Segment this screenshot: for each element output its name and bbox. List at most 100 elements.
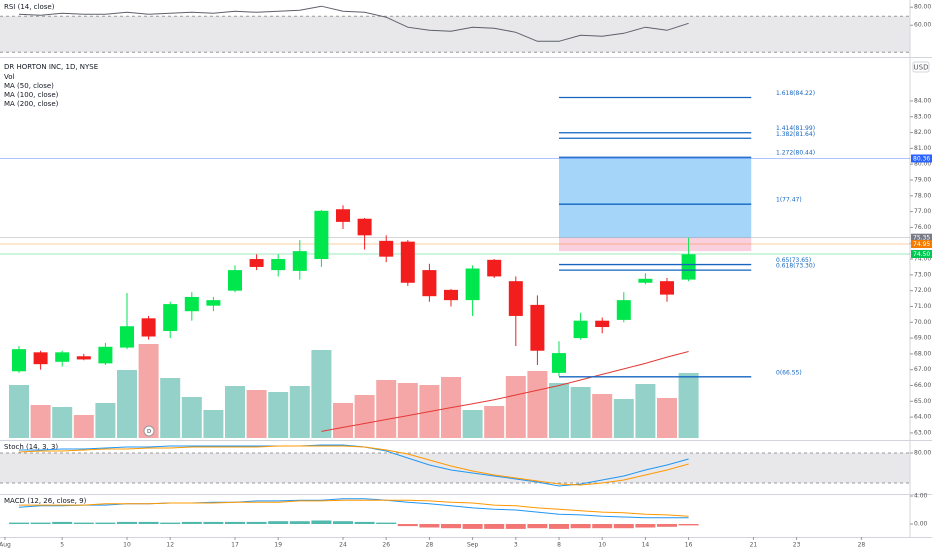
histogram-bar bbox=[117, 521, 138, 525]
volume-bar bbox=[160, 378, 181, 438]
price-tag bbox=[911, 249, 932, 258]
y-tick-label: 66.00 bbox=[914, 382, 931, 389]
legend-entry: Vol bbox=[4, 73, 15, 81]
histogram-bar bbox=[246, 521, 267, 525]
candle-body bbox=[400, 241, 415, 283]
x-tick-label: 14 bbox=[642, 542, 650, 549]
candle-body bbox=[163, 304, 178, 331]
band bbox=[0, 16, 910, 53]
histogram-bar bbox=[181, 521, 202, 525]
fib-label: 0.65(73.65) bbox=[776, 257, 811, 264]
histogram-bar bbox=[613, 524, 634, 529]
y-tick-label: 79.00 bbox=[914, 176, 931, 183]
histogram-bar bbox=[354, 521, 375, 525]
histogram-bar bbox=[203, 521, 224, 525]
indicator-line bbox=[19, 499, 689, 517]
y-tick-label: 80.00 bbox=[914, 4, 931, 11]
histogram-bar bbox=[635, 524, 656, 528]
candle-body bbox=[120, 326, 135, 348]
fib-label: 1.618(84.22) bbox=[776, 90, 815, 97]
histogram-bar bbox=[441, 524, 462, 529]
histogram-bar bbox=[160, 522, 181, 525]
price-tag-label: 74.50 bbox=[913, 251, 930, 258]
volume-bar bbox=[52, 407, 73, 438]
legend-entry: MA (50, close) bbox=[4, 82, 54, 90]
target-zone bbox=[559, 157, 752, 238]
candle-body bbox=[552, 353, 567, 373]
histogram-bar bbox=[397, 524, 418, 527]
volume-bar bbox=[462, 410, 483, 438]
pane-title: RSI (14, close) bbox=[4, 3, 55, 11]
y-tick-label: 67.00 bbox=[914, 366, 931, 373]
candle-body bbox=[573, 320, 588, 339]
pane-title: Stoch (14, 3, 3) bbox=[4, 443, 58, 451]
histogram-bar bbox=[289, 521, 310, 525]
candle-body bbox=[33, 352, 48, 365]
x-tick-label: 28 bbox=[426, 542, 434, 549]
histogram-bar bbox=[268, 521, 289, 525]
fib-label: 1.414(81.99) bbox=[776, 125, 815, 132]
moving-average bbox=[321, 351, 689, 432]
volume-bar bbox=[203, 410, 224, 438]
volume-bar bbox=[225, 386, 246, 438]
y-tick-label: 69.00 bbox=[914, 335, 931, 342]
volume-bar bbox=[657, 398, 678, 438]
x-tick-label: 26 bbox=[382, 542, 390, 549]
candle-body bbox=[249, 259, 264, 267]
x-tick-label: 16 bbox=[685, 542, 693, 549]
x-tick-label: 3 bbox=[514, 542, 518, 549]
volume-bar bbox=[95, 403, 116, 438]
x-tick-label: 8 bbox=[557, 542, 561, 549]
y-tick-label: 70.00 bbox=[914, 319, 931, 326]
y-tick-label: 84.00 bbox=[914, 97, 931, 104]
stop-zone bbox=[559, 237, 752, 252]
candle-body bbox=[465, 268, 480, 301]
candle-body bbox=[444, 289, 459, 301]
y-tick-label: 60.00 bbox=[914, 22, 931, 29]
currency-box[interactable] bbox=[912, 61, 930, 73]
y-tick-label: 0.00 bbox=[914, 521, 928, 528]
dividend-icon[interactable] bbox=[143, 425, 155, 437]
y-tick-label: 82.00 bbox=[914, 129, 931, 136]
histogram-bar bbox=[9, 522, 30, 525]
volume-bar bbox=[311, 350, 332, 438]
fib-label: 1.382(81.64) bbox=[776, 131, 815, 138]
candle-body bbox=[314, 210, 329, 260]
y-tick-label: 72.00 bbox=[914, 287, 931, 294]
histogram-bar bbox=[678, 524, 699, 526]
histogram-bar bbox=[225, 521, 246, 525]
chart-title: DR HORTON INC, 1D, NYSE bbox=[4, 63, 98, 71]
x-tick-label: 19 bbox=[274, 542, 282, 549]
volume-bar bbox=[138, 344, 159, 438]
candle-body bbox=[616, 300, 631, 320]
fib-label: 0.618(73.30) bbox=[776, 263, 815, 270]
x-tick-label: 23 bbox=[793, 542, 801, 549]
candle-body bbox=[530, 304, 545, 351]
x-tick-label: 17 bbox=[231, 542, 239, 549]
candle-body bbox=[595, 320, 610, 328]
candle-body bbox=[336, 209, 351, 222]
y-tick-label: 74.00 bbox=[914, 256, 931, 263]
histogram-bar bbox=[570, 524, 591, 529]
volume-bar bbox=[527, 371, 548, 438]
x-tick-label: 10 bbox=[598, 542, 606, 549]
volume-bar bbox=[549, 383, 570, 438]
histogram-bar bbox=[419, 524, 440, 528]
x-tick-label: Sep bbox=[467, 542, 479, 549]
histogram-bar bbox=[30, 522, 51, 525]
indicator-line bbox=[18, 5, 689, 42]
candle-body bbox=[76, 356, 91, 360]
histogram-bar bbox=[73, 522, 94, 525]
price-tag bbox=[911, 240, 932, 249]
histogram-bar bbox=[527, 524, 548, 529]
y-tick-label: 80.00 bbox=[914, 161, 931, 168]
volume-bar bbox=[181, 397, 202, 438]
y-tick-label: 71.00 bbox=[914, 303, 931, 310]
x-tick-label: 28 bbox=[858, 542, 866, 549]
volume-bar bbox=[484, 406, 505, 438]
currency-label: USD bbox=[914, 64, 929, 72]
x-tick-label: 21 bbox=[750, 542, 758, 549]
volume-bar bbox=[333, 403, 354, 438]
histogram-bar bbox=[462, 524, 483, 529]
volume-bar bbox=[635, 384, 656, 438]
